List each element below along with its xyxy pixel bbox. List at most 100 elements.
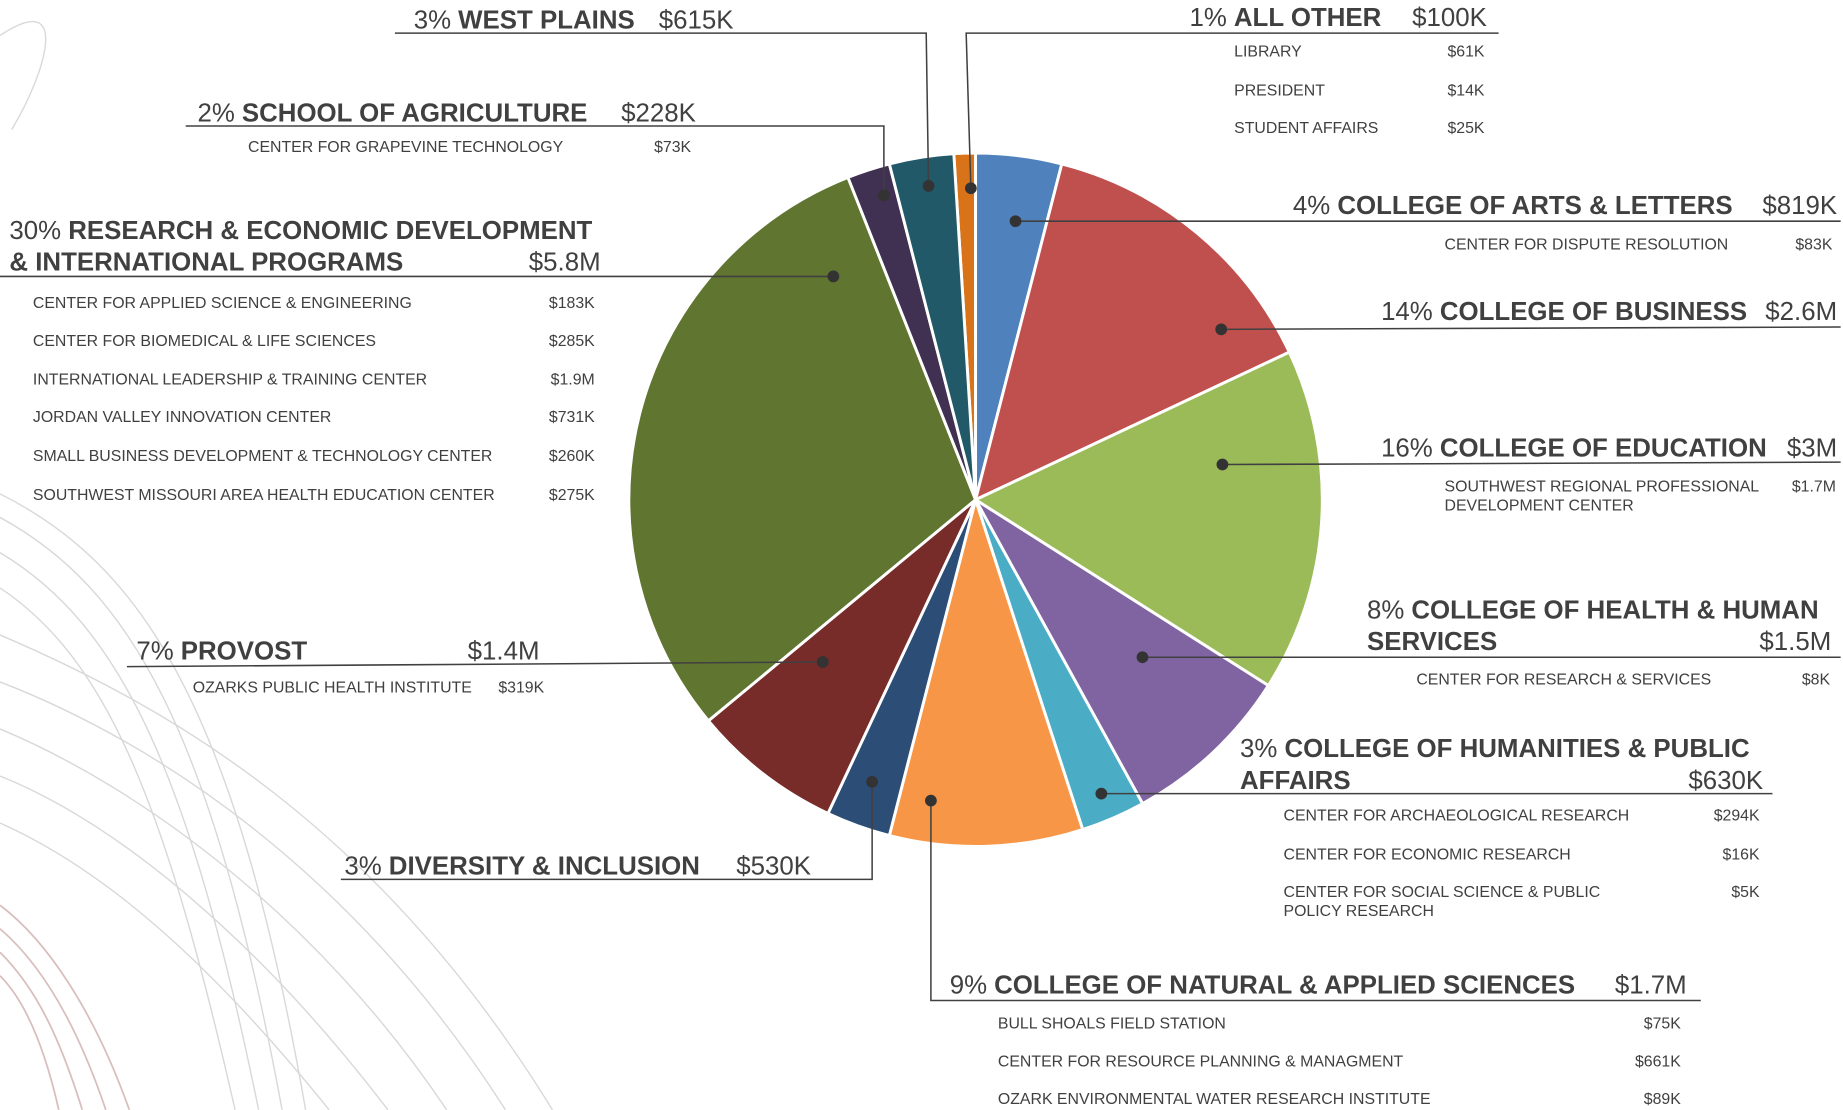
- leader-dot: [1095, 787, 1108, 800]
- slice-amount: $1.7M: [1615, 971, 1687, 999]
- slice-amount: $1.4M: [468, 638, 540, 666]
- unit-name: POLICY RESEARCH: [1284, 903, 1434, 920]
- slice-heading: 14% COLLEGE OF BUSINESS: [1381, 298, 1747, 326]
- unit-amount: $1.7M: [1792, 479, 1836, 496]
- leader-dot: [922, 180, 935, 192]
- unit-amount: $16K: [1723, 846, 1760, 863]
- unit-amount: $73K: [654, 139, 691, 156]
- slice-name: DIVERSITY & INCLUSION: [389, 853, 700, 881]
- unit-amount: $25K: [1447, 120, 1484, 137]
- slice-heading: 30% RESEARCH & ECONOMIC DEVELOPMENT: [9, 217, 592, 245]
- slice-heading: SERVICES: [1367, 628, 1497, 656]
- slice-amount: $630K: [1688, 767, 1763, 795]
- slice-amount: $1.5M: [1759, 628, 1831, 656]
- slice-percent: 3%: [414, 6, 451, 34]
- unit-amount: $1.9M: [551, 372, 595, 389]
- leader-dot: [816, 656, 829, 668]
- unit-amount: $260K: [549, 448, 595, 465]
- slice-percent: 3%: [344, 853, 381, 881]
- leader-line: [126, 661, 823, 668]
- unit-name: OZARK ENVIRONMENTAL WATER RESEARCH INSTI…: [998, 1091, 1431, 1108]
- slice-amount: $100K: [1412, 4, 1487, 32]
- pie-slice: [887, 152, 978, 501]
- slice-percent: 14%: [1381, 298, 1433, 326]
- pie-slice: [972, 350, 1324, 688]
- leader-dot: [1216, 458, 1229, 471]
- slice-name: COLLEGE OF NATURAL & APPLIED SCIENCES: [994, 971, 1575, 999]
- slice-heading: AFFAIRS: [1240, 767, 1351, 795]
- unit-amount: $319K: [498, 680, 544, 697]
- slice-name: COLLEGE OF ARTS & LETTERS: [1337, 192, 1732, 220]
- unit-name: DEVELOPMENT CENTER: [1445, 497, 1634, 514]
- unit-amount: $14K: [1447, 82, 1484, 99]
- unit-name: JORDAN VALLEY INNOVATION CENTER: [33, 409, 331, 426]
- pie-slice: [973, 162, 1292, 503]
- slice-percent: 16%: [1381, 434, 1433, 462]
- unit-amount: $75K: [1644, 1016, 1681, 1033]
- unit-name: STUDENT AFFAIRS: [1234, 120, 1378, 137]
- unit-name: CENTER FOR ARCHAEOLOGICAL RESEARCH: [1284, 808, 1630, 825]
- leader-line: [185, 125, 885, 196]
- slice-heading: 3% COLLEGE OF HUMANITIES & PUBLIC: [1240, 735, 1750, 763]
- leader-dot: [925, 794, 937, 807]
- leader-line: [930, 800, 1701, 1002]
- unit-amount: $285K: [549, 333, 595, 350]
- unit-name: OZARKS PUBLIC HEALTH INSTITUTE: [193, 680, 472, 697]
- slice-heading: 7% PROVOST: [136, 638, 307, 666]
- unit-name: BULL SHOALS FIELD STATION: [998, 1016, 1226, 1033]
- leader-dot: [964, 182, 977, 195]
- unit-name: CENTER FOR RESEARCH & SERVICES: [1416, 671, 1711, 688]
- unit-amount: $61K: [1447, 44, 1484, 61]
- slice-percent: 4%: [1293, 192, 1330, 220]
- slice-percent: 7%: [136, 638, 173, 666]
- leader-line: [394, 32, 930, 186]
- unit-name: SOUTHWEST MISSOURI AREA HEALTH EDUCATION…: [33, 487, 495, 504]
- slice-name: ALL OTHER: [1234, 4, 1382, 32]
- background-swooshes-red: [0, 904, 131, 1110]
- leader-line: [340, 781, 873, 881]
- unit-amount: $294K: [1714, 808, 1760, 825]
- pie-slice: [627, 175, 978, 723]
- unit-name: CENTER FOR DISPUTE RESOLUTION: [1445, 236, 1729, 253]
- unit-amount: $8K: [1802, 671, 1831, 688]
- unit-amount: $5K: [1731, 884, 1760, 901]
- slice-amount: $615K: [659, 6, 734, 34]
- slice-amount: $5.8M: [529, 249, 601, 277]
- unit-name: CENTER FOR ECONOMIC RESEARCH: [1284, 846, 1571, 863]
- unit-name: CENTER FOR RESOURCE PLANNING & MANAGMENT: [998, 1053, 1404, 1070]
- slice-name: SCHOOL OF AGRICULTURE: [242, 99, 588, 127]
- leader-dot: [827, 270, 840, 283]
- leader-line: [1221, 326, 1841, 331]
- unit-name: PRESIDENT: [1234, 82, 1325, 99]
- unit-name: CENTER FOR SOCIAL SCIENCE & PUBLIC: [1284, 884, 1601, 901]
- slice-percent: 1%: [1189, 4, 1226, 32]
- slice-heading: 3% WEST PLAINS: [414, 6, 635, 34]
- unit-name: SMALL BUSINESS DEVELOPMENT & TECHNOLOGY …: [33, 448, 492, 465]
- slice-name: WEST PLAINS: [458, 6, 635, 34]
- slice-heading: 9% COLLEGE OF NATURAL & APPLIED SCIENCES: [950, 971, 1575, 999]
- slice-name: COLLEGE OF HUMANITIES & PUBLIC: [1284, 735, 1749, 763]
- slice-amount: $530K: [736, 853, 811, 881]
- unit-name: CENTER FOR GRAPEVINE TECHNOLOGY: [248, 139, 564, 156]
- unit-amount: $731K: [549, 409, 595, 426]
- slice-amount: $3M: [1787, 434, 1837, 462]
- slice-percent: 30%: [9, 217, 61, 245]
- slice-name: COLLEGE OF HEALTH & HUMAN: [1411, 596, 1818, 624]
- slice-heading: & INTERNATIONAL PROGRAMS: [9, 249, 403, 277]
- slice-heading: 4% COLLEGE OF ARTS & LETTERS: [1293, 192, 1733, 220]
- slice-heading: 16% COLLEGE OF EDUCATION: [1381, 434, 1767, 462]
- leader-dot: [866, 775, 879, 788]
- slice-amount: $2.6M: [1765, 298, 1837, 326]
- slice-name: AFFAIRS: [1240, 767, 1351, 795]
- leader-dot: [1136, 651, 1149, 664]
- slice-amount: $228K: [621, 99, 696, 127]
- unit-name: CENTER FOR APPLIED SCIENCE & ENGINEERING: [33, 295, 412, 312]
- slice-percent: 2%: [197, 99, 234, 127]
- unit-amount: $183K: [549, 295, 595, 312]
- slice-name: & INTERNATIONAL PROGRAMS: [9, 249, 403, 277]
- unit-name: CENTER FOR BIOMEDICAL & LIFE SCIENCES: [33, 333, 376, 350]
- leader-dot: [1009, 215, 1022, 228]
- leader-dot: [1215, 323, 1228, 336]
